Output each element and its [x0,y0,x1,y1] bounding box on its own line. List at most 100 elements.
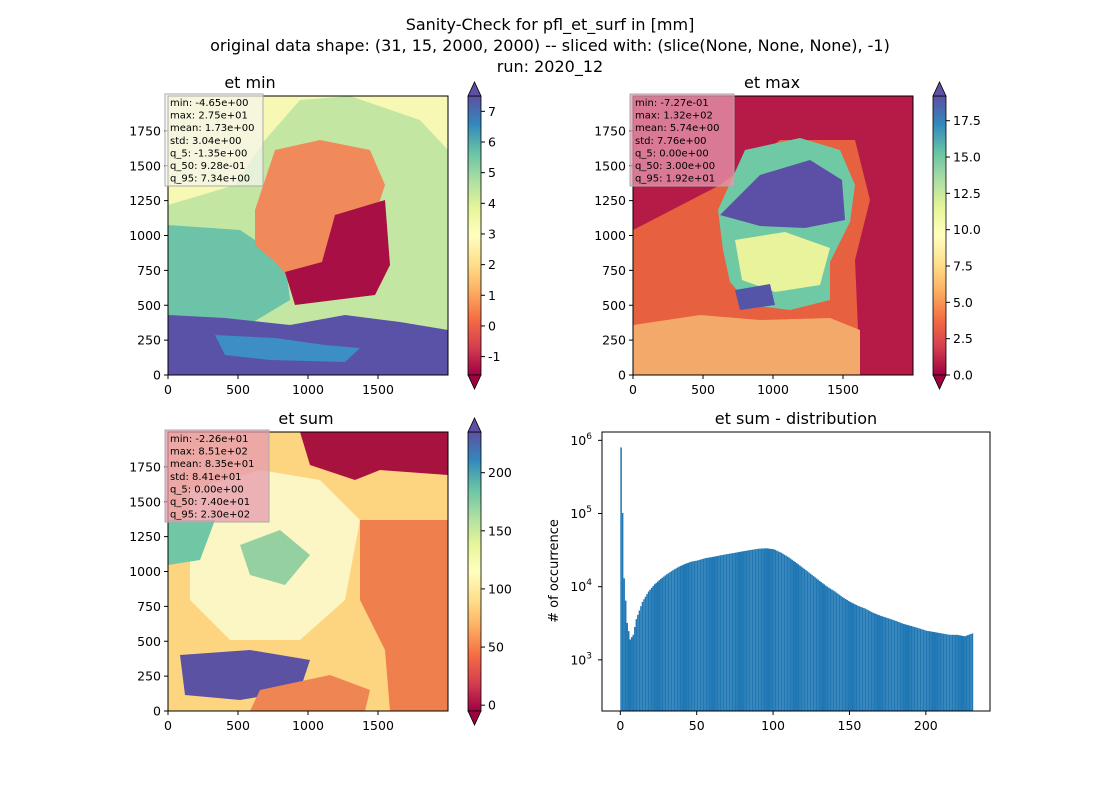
y-tick-label: 1500 [129,158,161,173]
colorbar-extend-max [467,417,482,433]
stats-line: max: 1.32e+02 [635,111,713,122]
histogram-bar [788,557,790,711]
histogram-bar [635,619,638,711]
stats-line: min: -4.65e+00 [170,98,249,109]
histogram-bar [957,635,960,711]
histogram-bar [799,565,801,711]
histogram-bar [834,591,836,711]
histogram-bar [964,636,966,711]
y-tick-label: 1000 [129,228,161,243]
y-tick-label: 106 [570,432,592,448]
y-tick-label: 0 [153,368,161,383]
histogram-bar [870,611,873,711]
histogram-bar [624,600,627,711]
y-tick-label: 1750 [129,123,161,138]
heatmap-region-orange [255,140,385,290]
histogram-bar [725,554,728,711]
colorbar-tick-label: 150 [488,523,512,538]
histogram-bar [627,631,630,711]
histogram-bar [948,634,951,711]
histogram-bar [684,563,687,711]
stats-line: max: 2.75e+01 [170,111,248,122]
colorbar-gradient [467,431,482,712]
histogram-bar [791,559,793,711]
histogram-bar [757,548,760,711]
histogram-bar [898,622,900,711]
x-tick-label: 0 [616,718,624,733]
histogram-bar [864,608,867,711]
histogram-bar [942,633,945,711]
histogram-bar [844,599,847,711]
colorbar-tick-label: -1 [488,349,500,364]
y-tick-label: 0 [153,704,161,719]
histogram-bar [724,554,726,711]
histogram-bar [841,597,844,711]
histogram-bar [705,557,708,711]
colorbar-tick-label: 50 [488,640,504,655]
histogram-bar [805,570,807,711]
y-tick-label: 1750 [129,459,161,474]
histogram-bar [967,635,969,711]
histogram-bar [863,608,865,711]
y-tick-label: 500 [137,634,161,649]
histogram-bar [954,634,957,711]
heatmap-field [633,96,913,375]
histogram-bar [855,604,858,711]
histogram-bar [681,565,683,711]
histogram-bar [939,633,942,711]
histogram-bar [644,596,647,711]
stats-line: q_50: 9.28e-01 [170,161,245,172]
histogram-bar [938,632,940,711]
histogram-bar [876,614,879,711]
heatmap-region-crimson [300,432,448,480]
histogram-bar [763,548,766,711]
histogram-bar [909,625,911,711]
stats-line: mean: 1.73e+00 [170,123,254,134]
histogram-bar [629,639,632,711]
colorbar-gradient [932,95,947,376]
histogram-bar [789,558,792,711]
x-tick-label: 200 [914,718,938,733]
histogram-bar [660,578,662,711]
histogram-bar [924,630,926,711]
x-tick-label: 1000 [292,718,324,733]
histogram-bar [878,615,881,711]
histogram-bar [760,548,763,711]
histogram-bar [690,561,693,711]
histogram-bar [821,583,824,711]
colorbar-tick-label: 7 [488,104,496,119]
histogram-bar [696,560,699,711]
histogram-bar [829,588,832,711]
histogram-bar [785,555,787,711]
colorbar-tick-label: 10.0 [953,222,981,237]
histogram-bar [850,602,853,711]
histogram-bar [828,587,830,711]
histogram-bar [831,589,833,711]
stats-box-background [629,93,735,187]
histogram-bar [727,553,729,711]
histogram-bar [754,549,757,711]
histogram-bar [887,618,890,711]
histogram-bar [968,634,971,711]
histogram-bar [771,549,774,711]
colorbar-extend-min [467,710,482,726]
histogram-bar [658,580,661,711]
histogram-bar [766,548,769,711]
histogram-bar [673,569,676,711]
y-tick-label: 1000 [594,228,626,243]
y-tick-label: 750 [602,263,626,278]
histogram-bar [779,552,781,711]
histogram-bar [854,604,856,711]
stats-line: q_50: 7.40e+01 [170,497,250,508]
histogram-bar [783,554,786,711]
stats-line: q_95: 7.34e+00 [170,174,250,185]
histogram-bar [907,625,910,711]
histogram-bar [782,553,784,711]
histogram-bar [656,581,659,711]
y-axis: 0 250 500 750 1000 1250 1500 1750 [129,459,168,719]
histogram-bar [650,587,653,711]
histogram-bar [710,557,712,711]
heatmap-region-green-spots [240,530,310,585]
